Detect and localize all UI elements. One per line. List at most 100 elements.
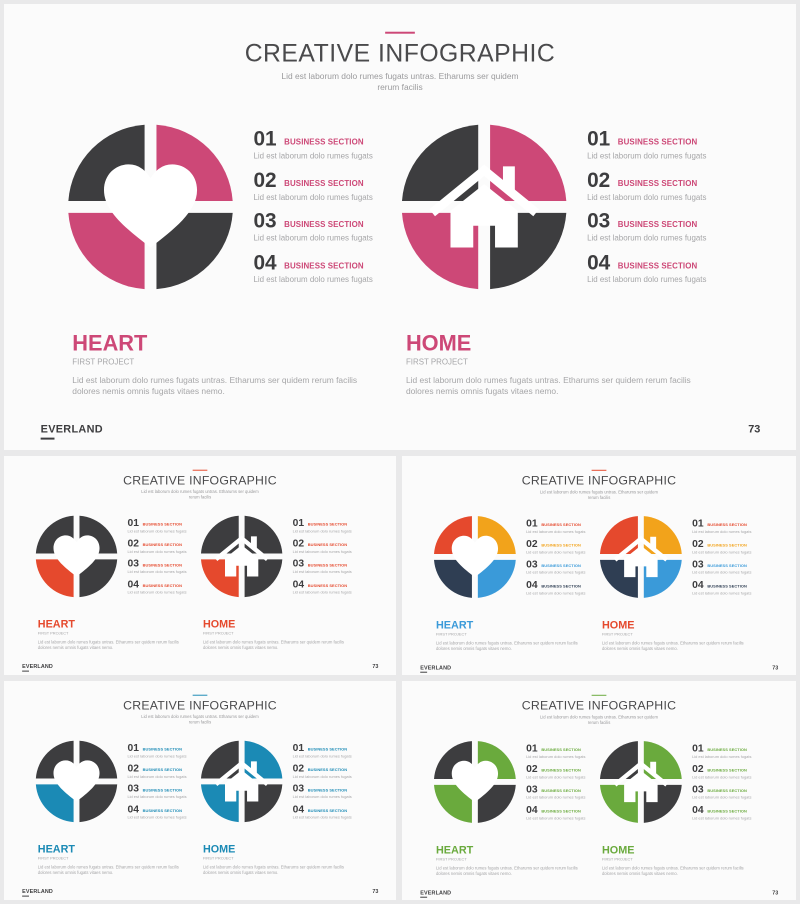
business-section-item: 04 BUSINESS SECTION Lid est laborum dolo r… bbox=[692, 579, 781, 599]
business-section-item: 03 BUSINESS SECTION Lid est laborum dolo r… bbox=[127, 558, 215, 578]
section-description: Lid est laborum dolo rumes fugats bbox=[526, 795, 586, 800]
section-number: 04 bbox=[526, 803, 538, 816]
section-label: BUSINESS SECTION bbox=[142, 542, 183, 547]
slide-main-pink[interactable]: CREATIVE INFOGRAPHIC Lid est laborum dol… bbox=[4, 4, 796, 450]
business-section-item: 03 BUSINESS SECTION Lid est laborum dolo r… bbox=[526, 783, 615, 803]
slide-thumb-red[interactable]: CREATIVE INFOGRAPHIC Lid est laborum dol… bbox=[4, 456, 396, 675]
slide-thumb-multicolor[interactable]: CREATIVE INFOGRAPHIC Lid est laborum dol… bbox=[402, 456, 796, 675]
section-description: Lid est laborum dolo rumes fugats bbox=[292, 590, 352, 595]
section-label: BUSINESS SECTION bbox=[541, 563, 581, 568]
quadrant-bottom-left bbox=[35, 784, 74, 823]
section-label: BUSINESS SECTION bbox=[142, 767, 183, 772]
business-section-item: 04 BUSINESS SECTION Lid est laborum dolo r… bbox=[692, 804, 781, 824]
title-accent-rule bbox=[192, 469, 208, 471]
section-label: BUSINESS SECTION bbox=[541, 788, 581, 793]
title-accent-rule bbox=[591, 694, 607, 696]
heart-project-description: Lid est laborum dolo rumes fugats untras… bbox=[435, 640, 578, 651]
section-description: Lid est laborum dolo rumes fugats bbox=[692, 549, 752, 555]
section-number: 01 bbox=[692, 517, 704, 529]
section-label: BUSINESS SECTION bbox=[541, 583, 581, 589]
heart-section-list: 01 BUSINESS SECTION Lid est laborum dolo r… bbox=[526, 518, 615, 600]
section-label: BUSINESS SECTION bbox=[284, 260, 364, 270]
section-description: Lid est laborum dolo rumes fugats bbox=[587, 192, 707, 202]
home-emblem bbox=[599, 515, 683, 599]
section-label: BUSINESS SECTION bbox=[707, 767, 747, 773]
house-shape bbox=[214, 535, 269, 577]
section-label: BUSINESS SECTION bbox=[142, 522, 183, 527]
slide-title: CREATIVE INFOGRAPHIC bbox=[521, 698, 677, 713]
section-description: Lid est laborum dolo rumes fugats bbox=[692, 774, 752, 780]
quadrant-bottom-right bbox=[79, 784, 118, 823]
heart-project-description: Lid est laborum dolo rumes fugats untras… bbox=[37, 639, 179, 650]
business-section-item: 03 BUSINESS SECTION Lid est laborum dolo r… bbox=[692, 558, 781, 578]
section-number: 04 bbox=[127, 803, 139, 815]
section-number: 02 bbox=[692, 538, 704, 550]
business-section-item: 03 BUSINESS SECTION Lid est laborum dolo r… bbox=[587, 210, 765, 251]
section-description: Lid est laborum dolo rumes fugats bbox=[127, 754, 187, 759]
brand-logo-text: EVERLAND bbox=[40, 423, 103, 436]
section-description: Lid est laborum dolo rumes fugats bbox=[127, 549, 187, 554]
heart-shape bbox=[53, 760, 100, 802]
heart-project-description: Lid est laborum dolo rumes fugats untras… bbox=[72, 375, 358, 396]
section-number: 02 bbox=[127, 762, 139, 774]
quadrant-bottom-right bbox=[477, 559, 516, 598]
section-number: 04 bbox=[127, 578, 139, 590]
quadrant-bottom-right bbox=[156, 212, 233, 290]
section-description: Lid est laborum dolo rumes fugats bbox=[292, 774, 352, 779]
quadrant-bottom-left bbox=[434, 784, 472, 823]
section-description: Lid est laborum dolo rumes fugats bbox=[253, 192, 373, 202]
section-label: BUSINESS SECTION bbox=[307, 542, 348, 547]
business-section-item: 02 BUSINESS SECTION Lid est laborum dolo r… bbox=[127, 763, 215, 783]
section-number: 03 bbox=[692, 558, 704, 570]
quadrant-top-left bbox=[599, 516, 638, 555]
section-label: BUSINESS SECTION bbox=[142, 747, 183, 752]
heart-project-subtitle: FIRST PROJECT bbox=[435, 631, 467, 637]
heart-shape bbox=[451, 760, 499, 803]
heart-project-title: HEART bbox=[435, 618, 474, 631]
section-number: 01 bbox=[587, 127, 611, 151]
section-label: BUSINESS SECTION bbox=[541, 747, 581, 752]
business-section-item: 03 BUSINESS SECTION Lid est laborum dolo r… bbox=[253, 210, 431, 251]
home-section-list: 01 BUSINESS SECTION Lid est laborum dolo r… bbox=[293, 742, 381, 823]
house-shape bbox=[613, 535, 669, 578]
section-label: BUSINESS SECTION bbox=[707, 583, 747, 589]
slide-content: CREATIVE INFOGRAPHIC Lid est laborum dol… bbox=[4, 4, 796, 450]
business-section-item: 04 BUSINESS SECTION Lid est laborum dolo r… bbox=[127, 803, 215, 823]
slide-subtitle: Lid est laborum dolo rumes fugats untras… bbox=[540, 714, 658, 725]
brand-underline bbox=[420, 896, 428, 898]
section-label: BUSINESS SECTION bbox=[307, 562, 348, 568]
slide-thumb-blue[interactable]: CREATIVE INFOGRAPHIC Lid est laborum dol… bbox=[4, 681, 396, 900]
section-description: Lid est laborum dolo rumes fugats bbox=[127, 529, 187, 534]
section-label: BUSINESS SECTION bbox=[284, 137, 364, 147]
quadrant-bottom-left bbox=[434, 559, 472, 598]
section-label: BUSINESS SECTION bbox=[307, 747, 348, 752]
page-number: 73 bbox=[748, 423, 761, 436]
section-description: Lid est laborum dolo rumes fugats bbox=[127, 774, 187, 779]
section-label: BUSINESS SECTION bbox=[142, 808, 183, 813]
home-section-list: 01 BUSINESS SECTION Lid est laborum dolo r… bbox=[587, 128, 765, 292]
business-section-item: 03 BUSINESS SECTION Lid est laborum dolo r… bbox=[127, 783, 215, 803]
house-icon bbox=[401, 124, 567, 290]
section-description: Lid est laborum dolo rumes fugats bbox=[526, 815, 586, 821]
quadrant-bottom-right bbox=[79, 559, 118, 598]
section-number: 04 bbox=[587, 251, 611, 274]
section-label: BUSINESS SECTION bbox=[617, 260, 698, 270]
home-project-description: Lid est laborum dolo rumes fugats untras… bbox=[202, 639, 344, 650]
section-description: Lid est laborum dolo rumes fugats bbox=[253, 233, 373, 243]
business-section-item: 01 BUSINESS SECTION Lid est laborum dolo r… bbox=[293, 742, 381, 762]
section-number: 02 bbox=[692, 763, 704, 775]
slide-thumb-green[interactable]: CREATIVE INFOGRAPHIC Lid est laborum dol… bbox=[402, 681, 796, 900]
section-number: 02 bbox=[526, 538, 538, 550]
home-project-description: Lid est laborum dolo rumes fugats untras… bbox=[405, 375, 691, 396]
section-number: 01 bbox=[526, 517, 538, 529]
section-number: 01 bbox=[127, 517, 139, 529]
page-number: 73 bbox=[372, 663, 379, 670]
home-section-list: 01 BUSINESS SECTION Lid est laborum dolo r… bbox=[293, 517, 381, 598]
home-emblem bbox=[400, 123, 568, 291]
section-description: Lid est laborum dolo rumes fugats bbox=[127, 590, 187, 595]
section-label: BUSINESS SECTION bbox=[142, 562, 183, 568]
business-section-item: 01 BUSINESS SECTION Lid est laborum dolo r… bbox=[692, 518, 781, 538]
section-number: 03 bbox=[127, 557, 139, 570]
section-label: BUSINESS SECTION bbox=[284, 178, 364, 188]
section-description: Lid est laborum dolo rumes fugats bbox=[526, 754, 586, 759]
